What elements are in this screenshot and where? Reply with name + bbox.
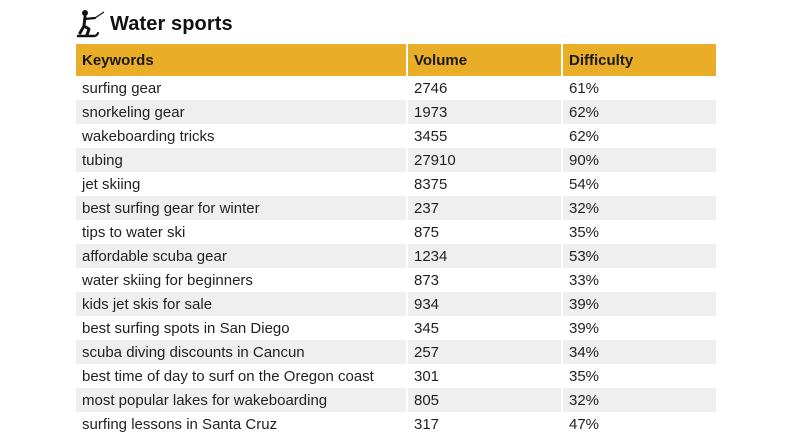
volume-cell: 8375: [407, 172, 563, 196]
difficulty-cell: 90%: [562, 148, 716, 172]
difficulty-cell: 35%: [562, 220, 716, 244]
volume-cell: 345: [407, 316, 563, 340]
keyword-cell: affordable scuba gear: [76, 244, 408, 268]
volume-cell: 257: [407, 340, 563, 364]
volume-cell: 237: [407, 196, 563, 220]
keyword-cell: best surfing spots in San Diego: [76, 316, 408, 340]
water-skier-icon: [76, 10, 105, 38]
table-header-row: Keywords Volume Difficulty: [76, 44, 716, 76]
keyword-cell: surfing gear: [76, 76, 408, 100]
keyword-cell: snorkeling gear: [76, 100, 408, 124]
table-row: best surfing spots in San Diego 345 39%: [76, 316, 716, 340]
keyword-cell: most popular lakes for wakeboarding: [76, 388, 408, 412]
difficulty-cell: 32%: [562, 196, 716, 220]
difficulty-cell: 53%: [562, 244, 716, 268]
volume-cell: 1234: [407, 244, 563, 268]
volume-cell: 3455: [407, 124, 563, 148]
volume-cell: 805: [407, 388, 563, 412]
column-header-keywords[interactable]: Keywords: [76, 44, 408, 76]
column-header-difficulty[interactable]: Difficulty: [562, 44, 716, 76]
table-row: best surfing gear for winter 237 32%: [76, 196, 716, 220]
volume-cell: 2746: [407, 76, 563, 100]
keyword-cell: surfing lessons in Santa Cruz: [76, 412, 408, 436]
difficulty-cell: 34%: [562, 340, 716, 364]
difficulty-cell: 62%: [562, 100, 716, 124]
difficulty-cell: 39%: [562, 316, 716, 340]
difficulty-cell: 32%: [562, 388, 716, 412]
volume-cell: 934: [407, 292, 563, 316]
table-row: jet skiing 8375 54%: [76, 172, 716, 196]
keyword-cell: scuba diving discounts in Cancun: [76, 340, 408, 364]
difficulty-cell: 62%: [562, 124, 716, 148]
volume-cell: 301: [407, 364, 563, 388]
table-row: tubing 27910 90%: [76, 148, 716, 172]
keyword-cell: wakeboarding tricks: [76, 124, 408, 148]
keyword-cell: tubing: [76, 148, 408, 172]
table-row: surfing gear 2746 61%: [76, 76, 716, 100]
difficulty-cell: 54%: [562, 172, 716, 196]
table-row: kids jet skis for sale 934 39%: [76, 292, 716, 316]
difficulty-cell: 61%: [562, 76, 716, 100]
keyword-cell: jet skiing: [76, 172, 408, 196]
keyword-cell: tips to water ski: [76, 220, 408, 244]
table-row: water skiing for beginners 873 33%: [76, 268, 716, 292]
volume-cell: 1973: [407, 100, 563, 124]
keyword-cell: water skiing for beginners: [76, 268, 408, 292]
keywords-table: Keywords Volume Difficulty surfing gear 2…: [76, 44, 716, 436]
volume-cell: 317: [407, 412, 563, 436]
difficulty-cell: 35%: [562, 364, 716, 388]
page-title: Water sports: [110, 12, 233, 35]
volume-cell: 875: [407, 220, 563, 244]
difficulty-cell: 47%: [562, 412, 716, 436]
page-header: Water sports: [76, 8, 233, 40]
table-row: snorkeling gear 1973 62%: [76, 100, 716, 124]
table-row: best time of day to surf on the Oregon c…: [76, 364, 716, 388]
table-row: surfing lessons in Santa Cruz 317 47%: [76, 412, 716, 436]
volume-cell: 27910: [407, 148, 563, 172]
table-row: most popular lakes for wakeboarding 805 32…: [76, 388, 716, 412]
table-row: scuba diving discounts in Cancun 257 34%: [76, 340, 716, 364]
difficulty-cell: 33%: [562, 268, 716, 292]
table-row: tips to water ski 875 35%: [76, 220, 716, 244]
column-header-volume[interactable]: Volume: [407, 44, 563, 76]
keyword-cell: best surfing gear for winter: [76, 196, 408, 220]
difficulty-cell: 39%: [562, 292, 716, 316]
volume-cell: 873: [407, 268, 563, 292]
keyword-cell: best time of day to surf on the Oregon c…: [76, 364, 408, 388]
table-row: wakeboarding tricks 3455 62%: [76, 124, 716, 148]
table-row: affordable scuba gear 1234 53%: [76, 244, 716, 268]
keyword-cell: kids jet skis for sale: [76, 292, 408, 316]
